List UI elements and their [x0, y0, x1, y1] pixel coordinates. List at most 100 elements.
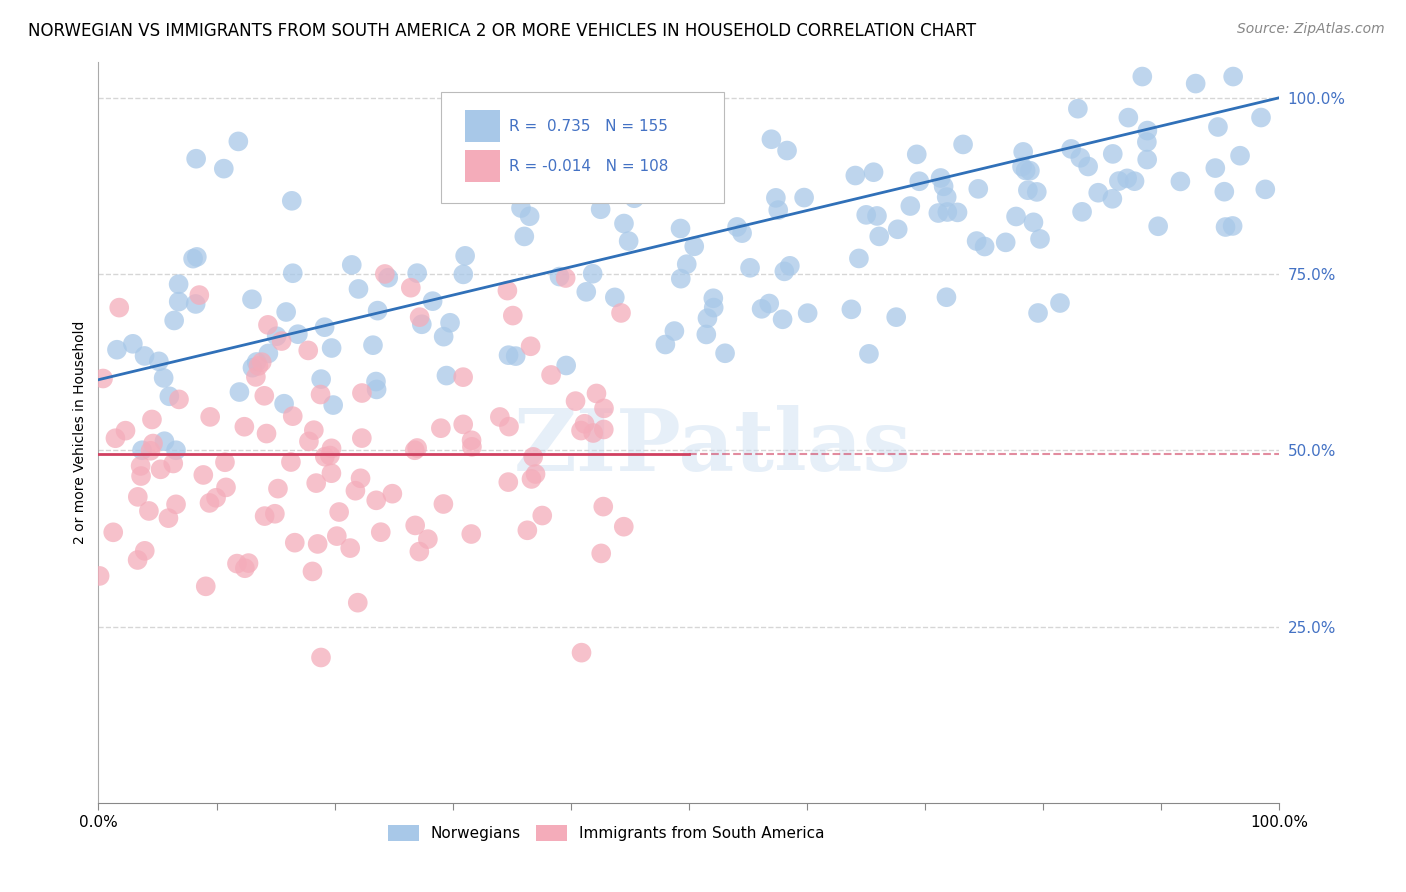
Point [1005, 210, 1028, 224]
Point [564, 394, 586, 409]
Point [696, 311, 718, 326]
Point [841, 302, 863, 317]
Point [522, 450, 544, 464]
Point [321, 467, 343, 481]
Point [134, 349, 156, 363]
Point [188, 288, 211, 302]
Point [228, 135, 250, 149]
Point [165, 443, 187, 458]
Point [582, 425, 605, 440]
Point [364, 375, 387, 389]
Point [319, 449, 342, 463]
Point [281, 409, 304, 424]
Point [1136, 153, 1159, 167]
Point [1067, 102, 1090, 116]
Point [776, 144, 799, 158]
Point [548, 269, 571, 284]
Point [257, 346, 280, 360]
Point [439, 316, 461, 330]
Point [731, 226, 754, 240]
Point [994, 235, 1017, 250]
Point [1170, 174, 1192, 188]
Point [669, 271, 692, 285]
Point [540, 368, 562, 382]
Point [589, 202, 612, 217]
Point [592, 422, 614, 436]
Point [276, 305, 298, 319]
Point [714, 346, 737, 360]
Point [1019, 163, 1042, 178]
Point [460, 434, 482, 448]
Point [416, 532, 439, 546]
Point [305, 476, 328, 491]
Point [1049, 296, 1071, 310]
Point [104, 431, 127, 445]
Point [575, 285, 598, 299]
Point [367, 303, 389, 318]
Point [884, 310, 907, 325]
Point [238, 556, 260, 570]
Point [519, 209, 541, 223]
Point [524, 467, 547, 481]
Point [695, 327, 717, 342]
Point [669, 221, 692, 235]
Point [966, 234, 988, 248]
Point [844, 169, 866, 183]
FancyBboxPatch shape [464, 110, 501, 143]
Point [1136, 135, 1159, 149]
Point [167, 277, 190, 292]
Point [591, 546, 613, 560]
Point [1101, 192, 1123, 206]
Point [768, 203, 790, 218]
Point [422, 294, 444, 309]
Point [1029, 232, 1052, 246]
Point [905, 147, 928, 161]
Point [1184, 77, 1206, 91]
Point [226, 557, 249, 571]
Point [793, 190, 815, 204]
Point [321, 341, 343, 355]
Point [1116, 171, 1139, 186]
Point [1213, 185, 1236, 199]
Point [866, 209, 889, 223]
Point [510, 201, 533, 215]
Point [347, 282, 370, 296]
Point [773, 264, 796, 278]
Point [502, 309, 524, 323]
Point [751, 301, 773, 316]
Point [108, 301, 131, 315]
Point [326, 529, 349, 543]
Point [935, 190, 957, 204]
Point [886, 222, 908, 236]
Point [932, 179, 955, 194]
Point [198, 409, 221, 424]
Point [381, 486, 404, 500]
Point [1254, 182, 1277, 196]
Point [516, 524, 538, 538]
Point [593, 401, 616, 416]
Point [460, 527, 482, 541]
Point [193, 467, 215, 482]
Point [654, 337, 676, 351]
Point [340, 258, 363, 272]
Point [1215, 219, 1237, 234]
Point [1060, 142, 1083, 156]
Point [1130, 70, 1153, 84]
Point [377, 270, 399, 285]
Point [302, 423, 325, 437]
Point [184, 152, 207, 166]
Point [855, 208, 877, 222]
Point [198, 496, 221, 510]
Point [725, 219, 748, 234]
Point [370, 525, 392, 540]
Point [280, 455, 302, 469]
Point [408, 544, 430, 558]
Point [498, 419, 520, 434]
Point [309, 372, 332, 386]
Point [131, 443, 153, 458]
Point [339, 541, 361, 555]
Point [404, 443, 426, 458]
Point [233, 561, 256, 575]
Point [406, 266, 429, 280]
Point [138, 504, 160, 518]
